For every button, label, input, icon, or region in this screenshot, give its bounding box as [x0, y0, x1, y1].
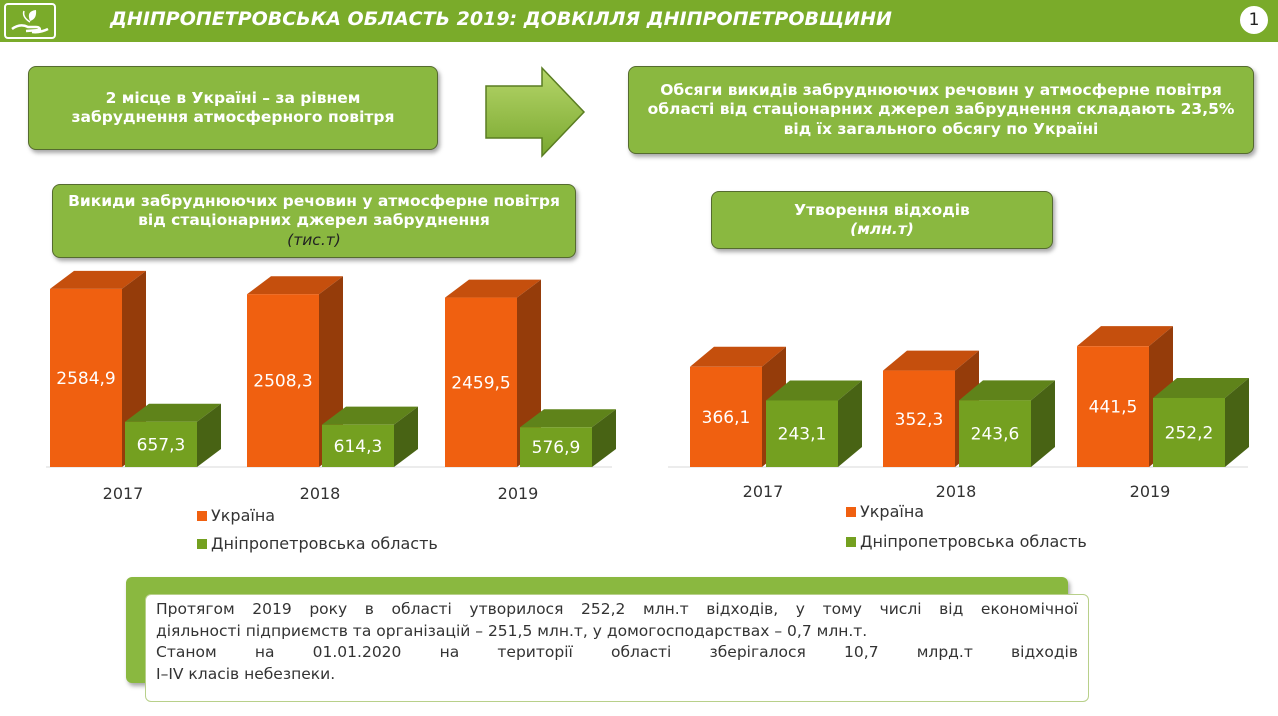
legend-swatch	[846, 507, 856, 517]
bar-top	[125, 403, 221, 422]
data-label: 657,3	[137, 435, 186, 455]
bar	[766, 400, 838, 467]
emissions-chart-title: Викиди забруднюючих речовин у атмосферне…	[68, 191, 560, 230]
tick-label: 2019	[498, 484, 539, 503]
bar	[1077, 346, 1149, 467]
waste-chart-title-box: Утворення відходів (млн.т)	[711, 191, 1053, 249]
waste-chart-unit: (млн.т)	[850, 220, 914, 238]
page-title: ДНІПРОПЕТРОВСЬКА ОБЛАСТЬ 2019: ДОВКІЛЛЯ …	[110, 8, 892, 30]
emissions-chart-unit: (тис.т)	[287, 230, 341, 249]
bar	[125, 421, 197, 467]
bar-top	[50, 270, 146, 289]
bar-side	[394, 406, 418, 467]
hands-with-leaf-icon	[4, 3, 56, 39]
legend-swatch	[197, 511, 207, 521]
page-number-badge: 1	[1238, 4, 1270, 36]
bar	[445, 297, 517, 467]
bar-top	[959, 380, 1055, 401]
bar-side	[592, 409, 616, 467]
data-label: 366,1	[702, 408, 751, 428]
legend-entry: Дніпропетровська область	[860, 532, 1087, 551]
legend-entry: Україна	[211, 506, 275, 525]
bar-top	[690, 346, 786, 367]
tick-label: 2018	[300, 484, 341, 503]
data-label: 2584,9	[56, 369, 115, 389]
arrow-right-icon	[485, 66, 586, 158]
bar-top	[1153, 377, 1249, 398]
bar	[520, 427, 592, 467]
note-line-2: діяльності підприємств та організацій – …	[156, 621, 868, 640]
data-label: 576,9	[532, 438, 581, 458]
bar-top	[766, 380, 862, 401]
legend-swatch	[197, 539, 207, 549]
bar	[247, 294, 319, 467]
share-box: Обсяги викидів забруднюючих речовин у ат…	[628, 66, 1254, 154]
waste-chart-title: Утворення відходів	[794, 200, 970, 219]
bar	[959, 400, 1031, 467]
bar	[690, 366, 762, 467]
bar	[1153, 397, 1225, 467]
data-label: 2459,5	[451, 373, 510, 393]
note-line-3: Станом на 01.01.2020 на території област…	[156, 643, 1078, 661]
bar-top	[520, 409, 616, 428]
data-label: 243,6	[971, 425, 1020, 445]
legend-swatch	[846, 537, 856, 547]
bar	[50, 288, 122, 467]
emissions-chart-title-box: Викиди забруднюючих речовин у атмосферне…	[52, 184, 576, 258]
bar-top	[322, 406, 418, 425]
header-bar: ДНІПРОПЕТРОВСЬКА ОБЛАСТЬ 2019: ДОВКІЛЛЯ …	[0, 0, 1278, 42]
data-label: 352,3	[895, 410, 944, 430]
legend-entry: Дніпропетровська область	[211, 534, 438, 553]
note-line-1: Протягом 2019 року в області утворилося …	[156, 600, 1078, 618]
data-label: 614,3	[334, 437, 383, 457]
bar-side	[197, 403, 221, 467]
data-label: 252,2	[1165, 423, 1214, 443]
bar-side	[1225, 377, 1249, 467]
bar	[322, 424, 394, 467]
waste-note: Протягом 2019 року в області утворилося …	[145, 594, 1089, 702]
tick-label: 2019	[1130, 482, 1171, 501]
share-text: Обсяги викидів забруднюючих речовин у ат…	[647, 80, 1235, 138]
tick-label: 2017	[103, 484, 144, 503]
bar	[883, 370, 955, 467]
bar-top	[883, 350, 979, 371]
data-label: 441,5	[1089, 398, 1138, 418]
bar-side	[838, 380, 862, 467]
tick-label: 2018	[936, 482, 977, 501]
legend-entry: Україна	[860, 502, 924, 521]
tick-label: 2017	[743, 482, 784, 501]
bar-top	[445, 279, 541, 298]
rank-box: 2 місце в Україні – за рівнем забрудненн…	[28, 66, 438, 150]
note-line-4: I–IV класів небезпеки.	[156, 664, 336, 683]
rank-text: 2 місце в Україні – за рівнем забрудненн…	[71, 88, 395, 126]
data-label: 243,1	[778, 425, 827, 445]
bar-top	[1077, 326, 1173, 347]
bar-top	[247, 276, 343, 295]
data-label: 2508,3	[253, 372, 312, 392]
bar-side	[1031, 380, 1055, 467]
